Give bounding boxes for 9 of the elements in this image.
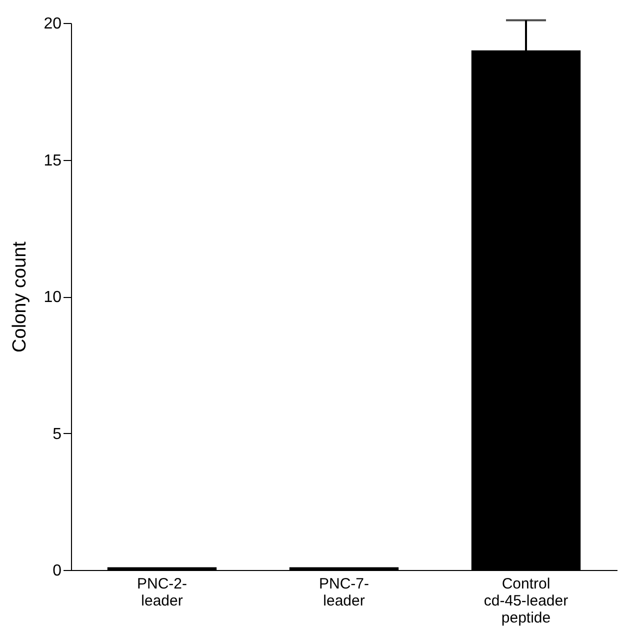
y-tick-label: 20 (44, 16, 62, 32)
y-axis-title: Colony count (10, 240, 31, 352)
y-tick-label: 10 (44, 289, 62, 306)
y-tick-label: 5 (52, 426, 62, 443)
y-tick-label: 15 (44, 152, 62, 170)
x-tick-label: Control cd-45-leader peptide (484, 576, 568, 626)
y-tick-label: 0 (52, 562, 62, 580)
x-tick-label: PNC-2- leader (136, 576, 188, 610)
x-tick-label: PNC-7- leader (318, 576, 370, 610)
